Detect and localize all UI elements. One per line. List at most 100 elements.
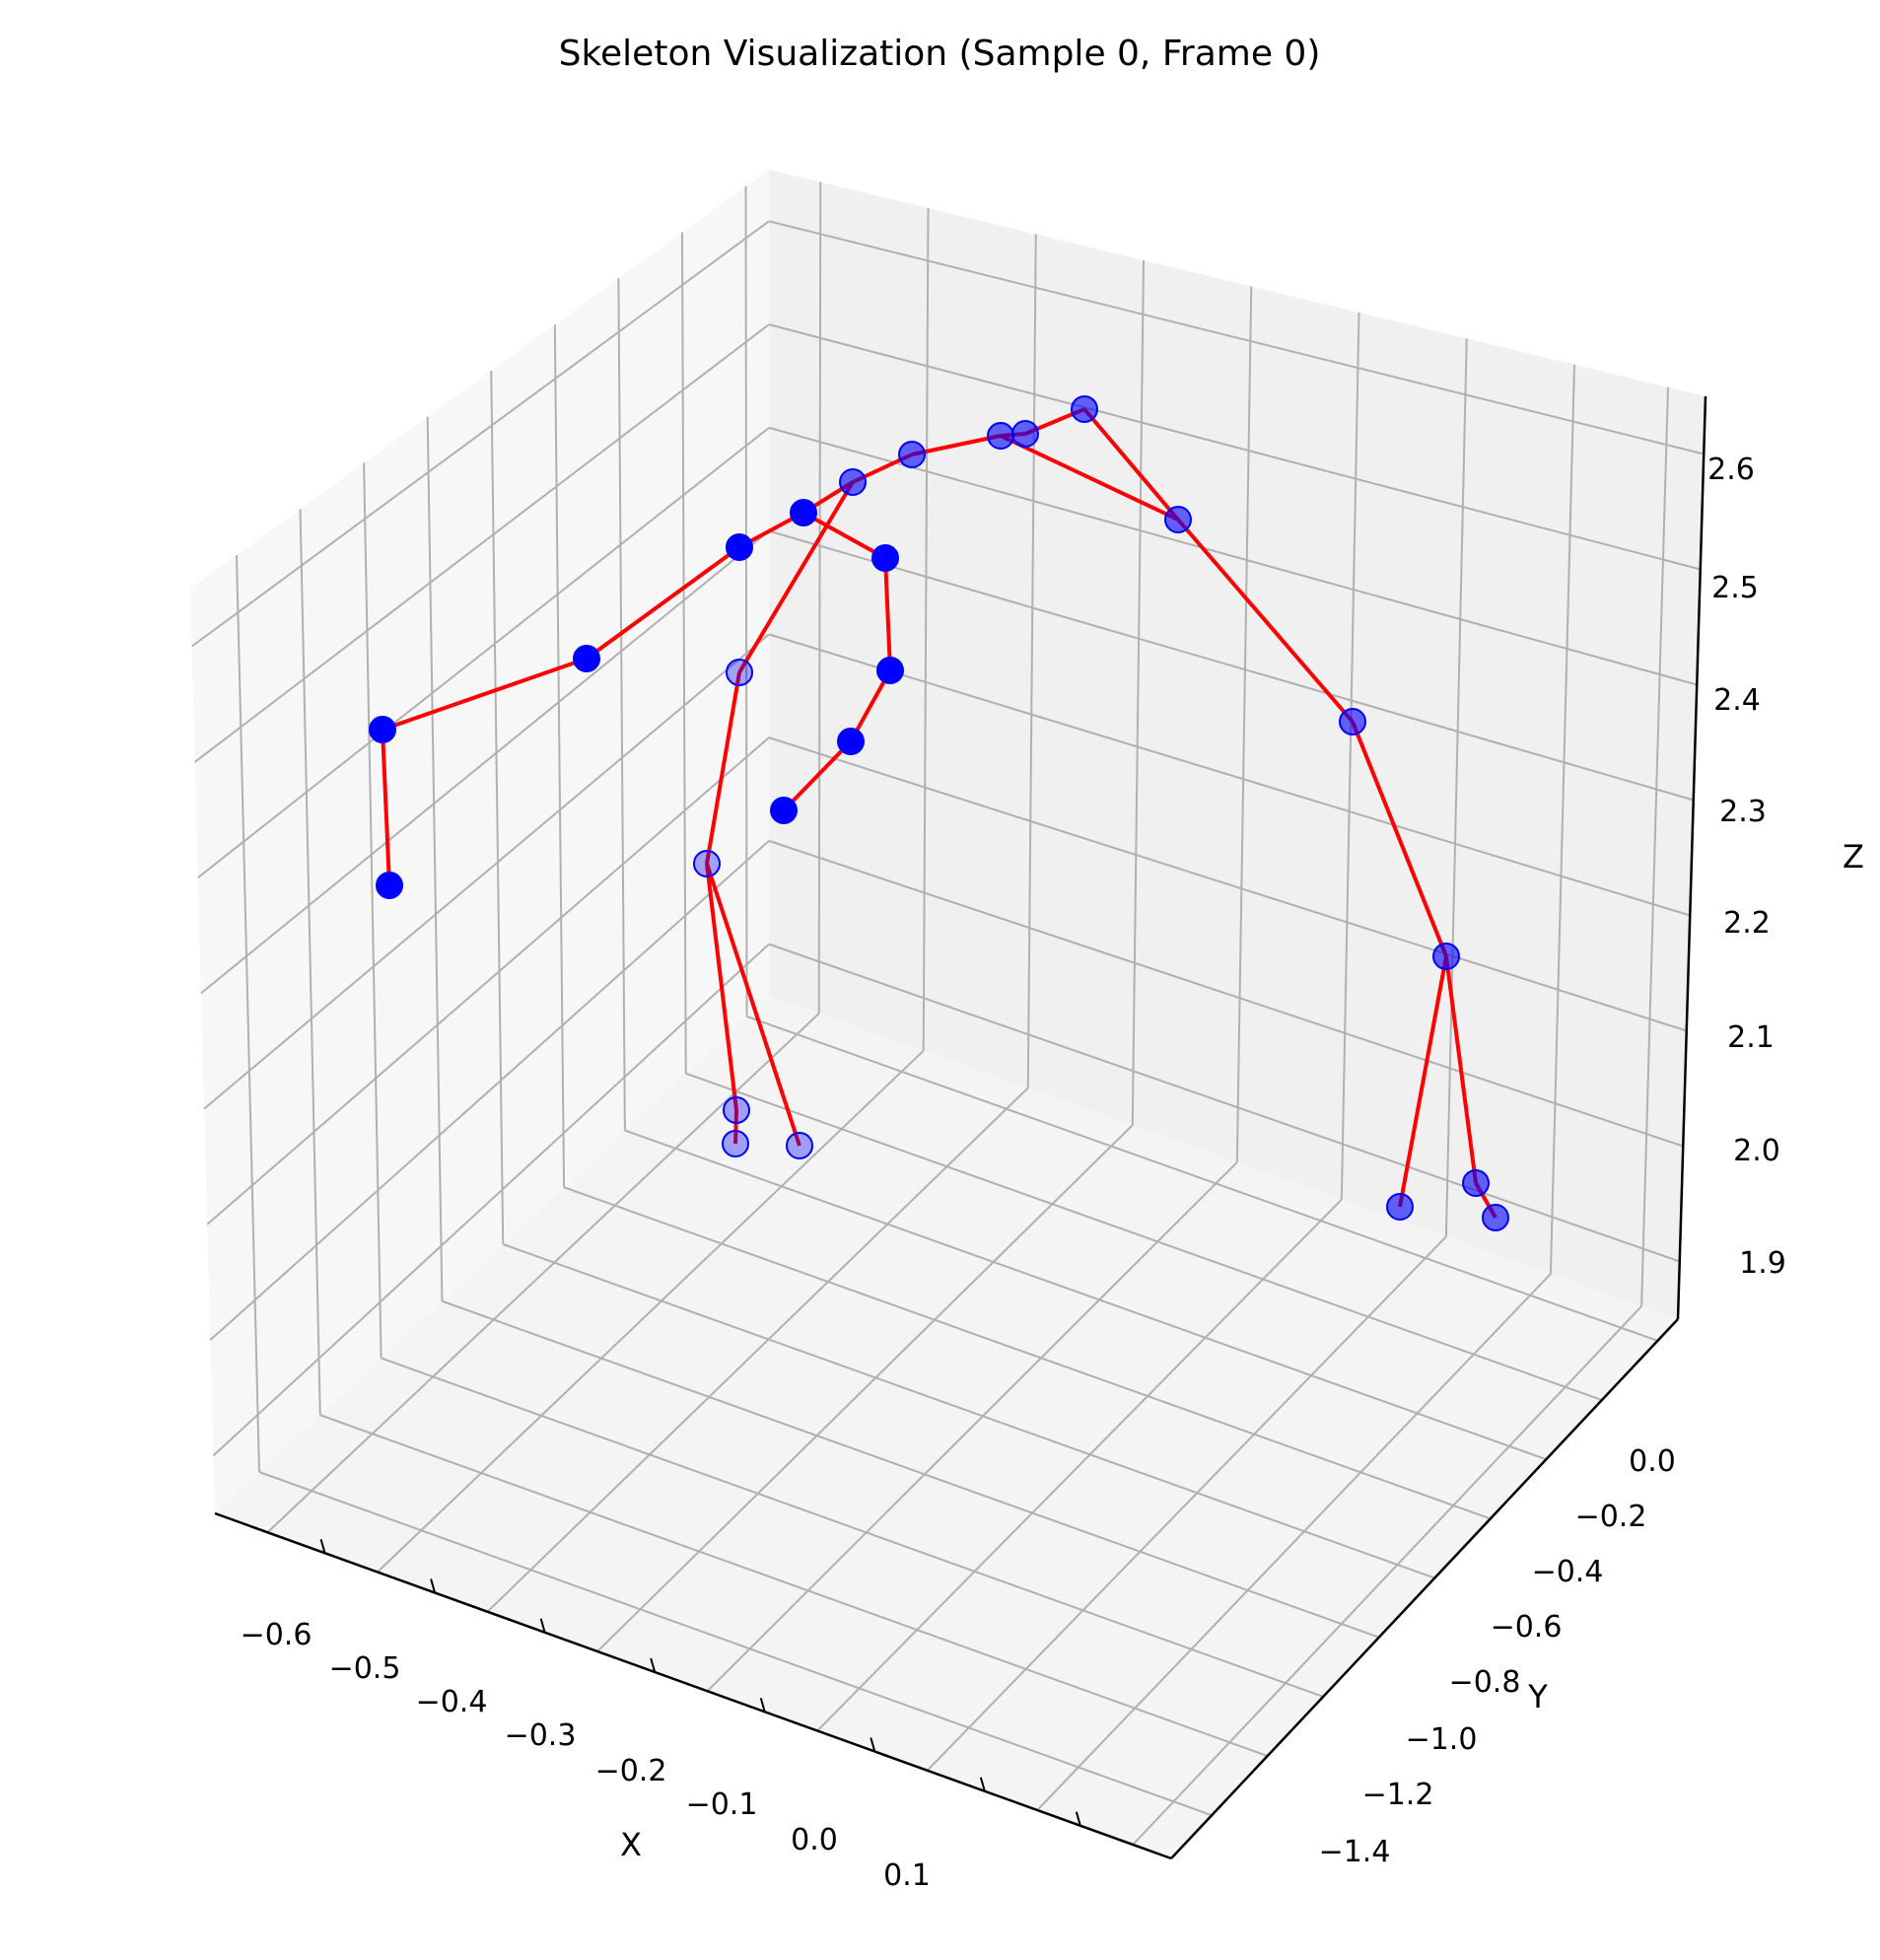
x-grid-line xyxy=(706,1161,1238,1692)
back-pane-left xyxy=(190,170,769,1513)
joint-marker xyxy=(770,797,798,824)
joint-marker xyxy=(871,544,899,572)
floor-pane xyxy=(215,996,1678,1858)
bone-segment xyxy=(1176,518,1355,724)
y-axis-line xyxy=(1170,1318,1679,1859)
x-grid-line xyxy=(816,1198,1343,1732)
x-grid-line xyxy=(926,1235,1447,1772)
bones xyxy=(381,407,1497,1219)
y-grid-line xyxy=(490,370,505,1245)
joint-marker xyxy=(573,645,600,672)
joint-marker xyxy=(722,1130,749,1157)
z-grid-line xyxy=(768,323,1702,571)
z-grid-line xyxy=(768,529,1695,802)
y-grid-line xyxy=(624,1129,1547,1461)
x-tick-label: −0.3 xyxy=(505,1718,577,1753)
y-grid-line xyxy=(563,1186,1492,1520)
joint-marker xyxy=(898,441,926,468)
y-grid-line xyxy=(258,1471,1213,1817)
x-grid-line xyxy=(1132,1305,1642,1846)
x-grid-line xyxy=(817,181,822,1015)
joint-marker xyxy=(1432,943,1460,970)
y-tick-label: −1.0 xyxy=(1406,1722,1478,1757)
joint-marker xyxy=(369,716,396,743)
grid-lines xyxy=(190,181,1705,1846)
z-grid-line xyxy=(206,736,770,1225)
joint-marker xyxy=(1164,506,1192,533)
y-grid-line xyxy=(381,1357,1324,1698)
y-grid-line xyxy=(442,1299,1380,1639)
y-grid-line xyxy=(553,324,566,1188)
joint-marker xyxy=(790,499,817,526)
y-grid-line xyxy=(744,185,748,1017)
joint-marker xyxy=(839,468,867,496)
joint-marker xyxy=(1339,708,1366,735)
x-grid-line xyxy=(1036,1273,1552,1811)
bone-segment xyxy=(585,545,741,661)
x-tick-mark xyxy=(430,1578,437,1593)
z-tick-label: 1.9 xyxy=(1739,1246,1786,1281)
z-axis-label: Z xyxy=(1843,838,1864,875)
z-grid-line xyxy=(768,839,1684,1148)
x-tick-mark xyxy=(979,1777,986,1792)
x-tick-mark xyxy=(650,1657,657,1673)
bone-segment xyxy=(733,1109,738,1145)
x-tick-label: 0.1 xyxy=(883,1858,931,1893)
joint-marker xyxy=(693,850,721,877)
z-grid-line xyxy=(768,736,1688,1032)
joint-marker xyxy=(1462,1169,1490,1197)
z-grid-line xyxy=(209,840,770,1341)
tick-labels: −0.6 −0.5 −0.4 −0.3 −0.2 −0.1 0.0 0.1 0.0 −0.2 −0.… xyxy=(241,453,1786,1893)
bone-segment xyxy=(705,863,738,1111)
y-grid-line xyxy=(617,278,626,1131)
x-axis-line xyxy=(214,1511,1172,1860)
joint-marker xyxy=(726,659,753,686)
y-grid-line xyxy=(680,232,687,1074)
bone-segment xyxy=(802,511,886,560)
x-grid-line xyxy=(377,1050,925,1574)
bone-segment xyxy=(705,671,741,865)
x-grid-line xyxy=(1235,286,1253,1162)
joint-marker xyxy=(726,533,753,561)
z-grid-line xyxy=(212,943,770,1457)
x-grid-line xyxy=(1444,338,1468,1237)
bone-segment xyxy=(737,480,855,674)
bone-segment xyxy=(1000,434,1179,522)
y-grid-line xyxy=(426,416,444,1301)
y-grid-line xyxy=(363,462,383,1359)
bone-segment xyxy=(782,739,853,812)
x-tick-label: −0.2 xyxy=(595,1754,667,1788)
x-grid-line xyxy=(1131,259,1145,1126)
z-grid-line xyxy=(768,943,1681,1263)
joint-marker xyxy=(1011,420,1039,448)
bone-segment xyxy=(883,557,892,671)
y-tick-label: −0.8 xyxy=(1449,1665,1521,1700)
bone-segment xyxy=(381,729,391,886)
y-tick-label: 0.0 xyxy=(1629,1444,1676,1479)
y-grid-line xyxy=(235,554,260,1473)
x-tick-label: −0.5 xyxy=(329,1651,401,1686)
y-axis-label: Y xyxy=(1527,1678,1548,1715)
joint-marker xyxy=(837,728,865,755)
y-tick-label: −0.4 xyxy=(1532,1555,1604,1589)
x-tick-mark xyxy=(319,1538,326,1554)
x-grid-line xyxy=(1640,386,1669,1306)
x-tick-mark xyxy=(1075,1811,1081,1827)
joint-marker xyxy=(876,657,904,684)
bone-segment xyxy=(1444,955,1478,1184)
y-grid-line xyxy=(685,1072,1603,1401)
z-tick-label: 2.1 xyxy=(1727,1020,1775,1055)
x-axis-label: X xyxy=(620,1826,642,1863)
y-grid-line xyxy=(746,1015,1658,1342)
x-grid-line xyxy=(486,1086,1029,1613)
z-grid-line xyxy=(197,427,770,878)
x-tick-label: −0.6 xyxy=(241,1618,313,1652)
z-tick-label: 2.5 xyxy=(1711,571,1759,605)
x-grid-line xyxy=(922,208,930,1051)
bone-segment xyxy=(705,863,801,1147)
x-tick-label: 0.0 xyxy=(791,1823,838,1857)
y-grid-line xyxy=(299,509,321,1416)
x-tick-mark xyxy=(539,1618,546,1634)
z-axis-line xyxy=(1676,395,1707,1320)
